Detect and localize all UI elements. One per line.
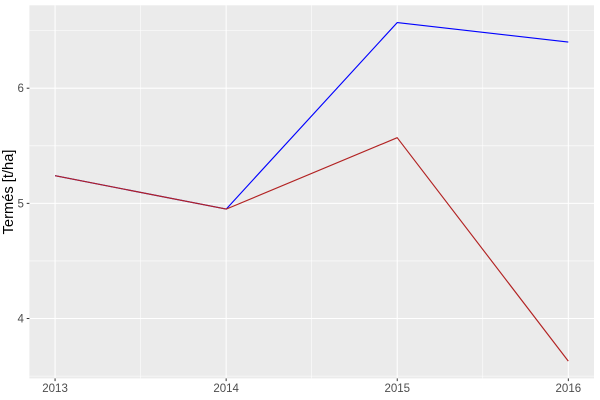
y-tick-label: 6 [17,83,23,95]
y-tick-label: 4 [17,314,24,326]
series-line-red [54,137,569,362]
axis-ticks [26,87,569,382]
x-tick-label: 2014 [213,383,239,395]
x-tick-label: 2015 [384,383,410,395]
x-tick-label: 2013 [42,383,68,395]
y-tick-label: 5 [17,198,23,210]
major-gridlines [29,5,594,379]
y-axis-title: Termés [t/ha] [1,150,17,235]
minor-gridlines [29,5,594,379]
x-tick-label: 2016 [556,383,582,395]
plot-area: 2013 2014 2015 2016 4 5 6 [17,5,594,395]
